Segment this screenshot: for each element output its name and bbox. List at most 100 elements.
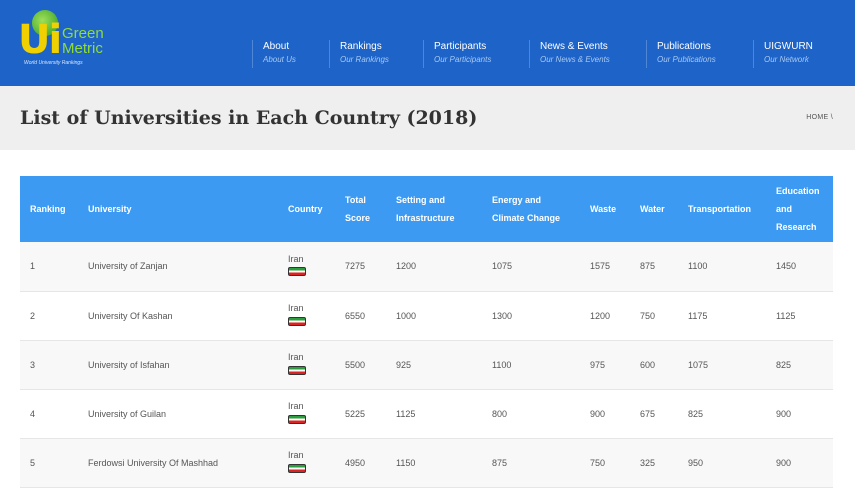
country-name: Iran	[288, 401, 304, 412]
nav-item-uigwurn[interactable]: UIGWURN Our Network	[753, 40, 813, 68]
cell-total: 7275	[335, 242, 386, 292]
cell-waste: 1200	[580, 291, 630, 341]
cell-transport: 825	[678, 389, 766, 439]
top-navigation-bar: Ui Green Metric World University Ranking…	[0, 0, 855, 86]
iran-flag-icon	[288, 365, 306, 375]
cell-setting: 1200	[386, 242, 482, 292]
table-row: 3 University of Isfahan Iran 5500 925 11…	[20, 340, 833, 390]
cell-university: Ferdowsi University Of Mashhad	[78, 438, 278, 488]
cell-waste: 975	[580, 340, 630, 390]
table-row: 4 University of Guilan Iran 5225 1125 80…	[20, 389, 833, 439]
breadcrumb[interactable]: HOME \	[806, 114, 833, 121]
header-country: Country	[278, 176, 335, 242]
cell-setting: 1125	[386, 389, 482, 439]
cell-transport: 950	[678, 438, 766, 488]
cell-university: University Of Kashan	[78, 291, 278, 341]
nav-item-subtitle: Our Network	[764, 55, 809, 64]
nav-item-news-events[interactable]: News & Events Our News & Events	[529, 40, 610, 68]
cell-energy: 1300	[482, 291, 580, 341]
header-energy: Energy and Climate Change	[482, 176, 580, 242]
cell-country: Iran	[278, 242, 335, 292]
header-waste: Waste	[580, 176, 630, 242]
nav-item-title: News & Events	[540, 41, 608, 52]
globe-icon	[32, 10, 58, 36]
cell-energy: 1075	[482, 242, 580, 292]
page-title-band	[0, 86, 855, 150]
cell-university: University of Guilan	[78, 389, 278, 439]
header-setting: Setting and Infrastructure	[386, 176, 482, 242]
cell-setting: 1150	[386, 438, 482, 488]
iran-flag-icon	[288, 267, 306, 277]
cell-rank: 2	[20, 291, 78, 341]
cell-education: 825	[766, 340, 833, 390]
cell-university: University of Zanjan	[78, 242, 278, 292]
header-transportation: Transportation	[678, 176, 766, 242]
cell-water: 600	[630, 340, 678, 390]
cell-country: Iran	[278, 389, 335, 439]
logo-green-text: Green	[62, 25, 104, 42]
cell-energy: 1100	[482, 340, 580, 390]
cell-waste: 750	[580, 438, 630, 488]
header-water: Water	[630, 176, 678, 242]
nav-item-subtitle: About Us	[263, 55, 296, 64]
cell-university: University of Isfahan	[78, 340, 278, 390]
cell-water: 325	[630, 438, 678, 488]
header-education: Education and Research	[766, 176, 833, 242]
cell-waste: 1575	[580, 242, 630, 292]
cell-total: 5500	[335, 340, 386, 390]
country-name: Iran	[288, 450, 304, 461]
cell-education: 1450	[766, 242, 833, 292]
nav-item-rankings[interactable]: Rankings Our Rankings	[329, 40, 389, 68]
cell-setting: 925	[386, 340, 482, 390]
cell-energy: 800	[482, 389, 580, 439]
header-university: University	[78, 176, 278, 242]
cell-transport: 1075	[678, 340, 766, 390]
nav-item-title: Participants	[434, 41, 487, 52]
iran-flag-icon	[288, 316, 306, 326]
cell-rank: 1	[20, 242, 78, 292]
cell-transport: 1175	[678, 291, 766, 341]
table-header-row: Ranking University Country Total Score S…	[20, 176, 833, 242]
cell-rank: 5	[20, 438, 78, 488]
iran-flag-icon	[288, 463, 306, 473]
cell-total: 6550	[335, 291, 386, 341]
nav-item-subtitle: Our Participants	[434, 55, 492, 64]
cell-setting: 1000	[386, 291, 482, 341]
header-ranking: Ranking	[20, 176, 78, 242]
cell-education: 1125	[766, 291, 833, 341]
nav-item-title: About	[263, 41, 290, 52]
table-row: 2 University Of Kashan Iran 6550 1000 13…	[20, 291, 833, 341]
cell-rank: 4	[20, 389, 78, 439]
cell-total: 4950	[335, 438, 386, 488]
cell-water: 750	[630, 291, 678, 341]
logo-subtitle: World University Rankings	[24, 60, 83, 66]
nav-item-title: UIGWURN	[764, 41, 813, 52]
cell-total: 5225	[335, 389, 386, 439]
nav-item-title: Rankings	[340, 41, 382, 52]
cell-energy: 875	[482, 438, 580, 488]
nav-item-subtitle: Our Publications	[657, 55, 716, 64]
cell-rank: 3	[20, 340, 78, 390]
iran-flag-icon	[288, 414, 306, 424]
nav-item-about[interactable]: About About Us	[252, 40, 296, 68]
page-title: List of Universities in Each Country (20…	[20, 107, 478, 129]
logo-ui-text: Ui	[18, 17, 62, 63]
country-name: Iran	[288, 303, 304, 314]
cell-water: 675	[630, 389, 678, 439]
nav-item-subtitle: Our Rankings	[340, 55, 389, 64]
country-name: Iran	[288, 254, 304, 265]
country-name: Iran	[288, 352, 304, 363]
cell-country: Iran	[278, 438, 335, 488]
table-row: 1 University of Zanjan Iran 7275 1200 10…	[20, 242, 833, 292]
cell-education: 900	[766, 438, 833, 488]
logo-metric-text: Metric	[62, 40, 103, 57]
nav-item-publications[interactable]: Publications Our Publications	[646, 40, 716, 68]
cell-country: Iran	[278, 340, 335, 390]
cell-water: 875	[630, 242, 678, 292]
nav-item-participants[interactable]: Participants Our Participants	[423, 40, 491, 68]
cell-country: Iran	[278, 291, 335, 341]
rankings-table: Ranking University Country Total Score S…	[20, 176, 833, 488]
site-logo[interactable]: Ui Green Metric World University Ranking…	[18, 8, 118, 70]
header-total-score: Total Score	[335, 176, 386, 242]
cell-education: 900	[766, 389, 833, 439]
